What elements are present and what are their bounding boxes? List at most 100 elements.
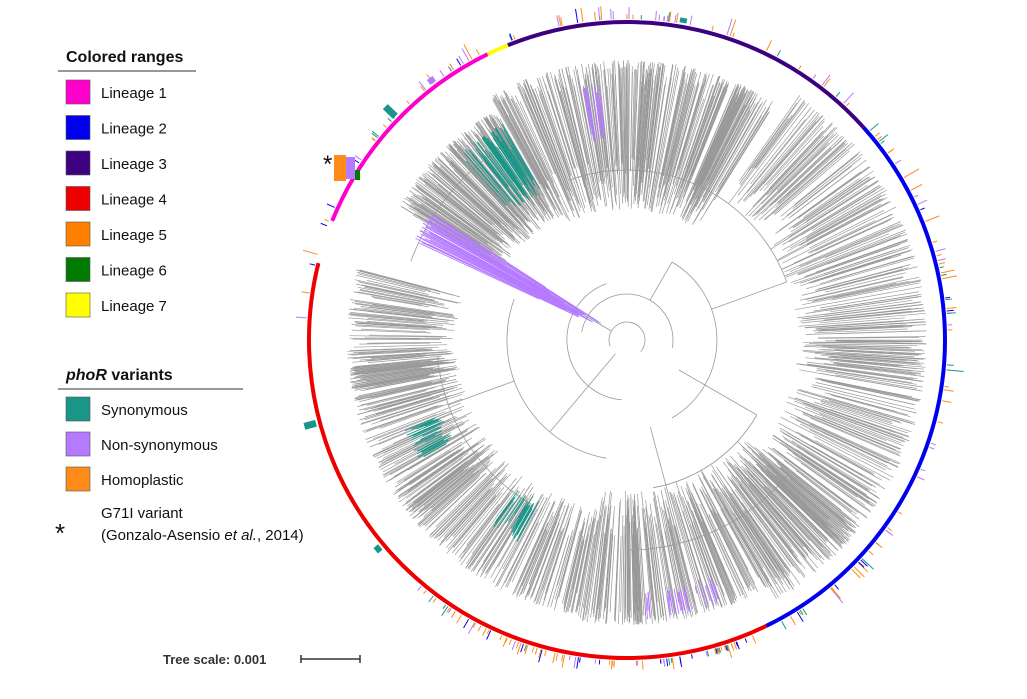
tree-branch (792, 452, 858, 498)
variant-tick (475, 48, 480, 56)
tree-branch (604, 528, 612, 612)
tree-branch (645, 593, 648, 620)
tree-branch (517, 86, 556, 175)
variant-tick (446, 607, 451, 613)
variant-tick (705, 650, 708, 657)
tree-branch (733, 512, 784, 593)
variant-tick (371, 138, 376, 142)
tree-branch (435, 468, 496, 528)
tree-branch (763, 145, 850, 220)
tree-branch (837, 352, 926, 360)
variant-tick (467, 622, 476, 635)
tree-branch (644, 508, 657, 619)
legend-label: Lineage 6 (101, 263, 167, 280)
tree-branch (796, 417, 900, 465)
tree-branch (521, 529, 547, 587)
tree-branch (809, 423, 891, 462)
tree-branch (415, 237, 550, 304)
variant-tick (449, 63, 455, 71)
tree-branch (380, 398, 448, 421)
variant-tick (944, 389, 954, 392)
legend-variant-item-non-synonymous: Non-synonymous (65, 431, 218, 457)
tree-branch (590, 505, 606, 618)
tree-branch (473, 142, 509, 188)
tree-branch (543, 517, 571, 601)
tree-branch (658, 71, 696, 214)
tree-branch (832, 279, 921, 299)
tree-branch (801, 310, 926, 324)
tree-branch (627, 495, 629, 618)
tree-branch (692, 83, 727, 171)
legend-range-item-lineage-4: Lineage 4 (65, 186, 167, 211)
variant-tick (428, 595, 434, 603)
tree-branch (803, 412, 902, 454)
tree-branch (440, 488, 491, 543)
tree-branch (378, 405, 464, 442)
tree-branch (350, 360, 421, 369)
tree-branch (624, 67, 627, 171)
tree-branch (609, 535, 616, 613)
tree-branch (454, 477, 517, 556)
tree-branch (763, 486, 830, 558)
tree-branch (771, 470, 851, 541)
tree-branch (756, 463, 842, 545)
tree-branch (598, 69, 614, 209)
tree-branch (735, 476, 792, 547)
tree-branch (779, 171, 862, 231)
tree-branch (417, 211, 480, 250)
tree-branch (412, 194, 489, 246)
tree-branch (691, 90, 752, 211)
tree-branch (664, 530, 680, 603)
tree-branch (754, 460, 829, 531)
ring-segment-lineage-1 (330, 52, 489, 222)
tree-branch (672, 78, 724, 215)
tree-branch (357, 381, 442, 401)
tree-branch (738, 473, 819, 569)
variant-tick (420, 85, 425, 92)
tree-branch (351, 374, 430, 389)
tree-branch (417, 469, 465, 508)
tree-branch (410, 197, 507, 261)
variant-tick (432, 597, 437, 603)
tree-branch (786, 451, 871, 512)
tree-branch (810, 254, 902, 284)
tree-branch (355, 301, 453, 316)
tree-branch (762, 458, 843, 529)
tree-branch (520, 530, 548, 595)
tree-branch (431, 161, 514, 236)
tree-branch (642, 62, 660, 202)
tree-branch (429, 168, 510, 238)
tree-branch (487, 138, 527, 195)
tree-branch (636, 529, 643, 625)
tree-branch (775, 166, 870, 234)
tree-branch (730, 480, 800, 574)
tree-branch (810, 417, 901, 457)
tree-branch (814, 328, 908, 334)
legend-g71i-line2: (Gonzalo-Asensio et al., 2014) (101, 527, 304, 544)
tree-branch (712, 470, 778, 569)
tree-branch (648, 63, 664, 169)
tree-branch (459, 144, 515, 210)
variant-tick (538, 649, 543, 663)
tree-branch (620, 515, 624, 612)
tree-branch (695, 97, 753, 208)
tree-branch (745, 514, 795, 587)
tree-branch (818, 321, 927, 329)
tree-branch (361, 284, 425, 299)
tree-branch (625, 515, 627, 619)
tree-branch (470, 506, 509, 560)
tree-branch (821, 294, 919, 311)
tree-branch (397, 450, 451, 484)
tree-branch (716, 112, 769, 196)
variant-tick (706, 650, 710, 657)
tree-branch (366, 321, 437, 327)
tree-branch (666, 76, 691, 175)
tree-branch (534, 505, 570, 601)
tree-branch (789, 179, 879, 238)
tree-branch (785, 229, 907, 278)
tree-branch (633, 529, 638, 612)
tree-branch (482, 137, 524, 195)
tree-branch (829, 408, 909, 437)
tree-branch (413, 423, 441, 437)
variant-tick (868, 550, 874, 556)
